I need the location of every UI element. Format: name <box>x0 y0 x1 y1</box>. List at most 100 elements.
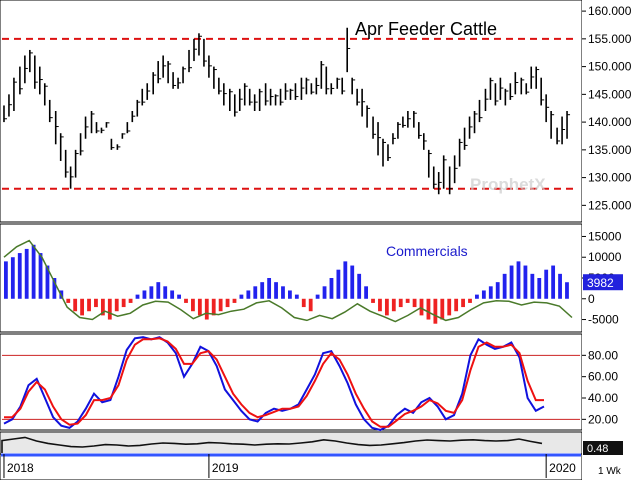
price-y-tick-label: 145.000 <box>588 87 632 101</box>
commercials-bar <box>426 298 431 320</box>
commercials-bar <box>38 253 43 299</box>
commercials-bar <box>281 286 285 299</box>
commercials-bar <box>156 282 161 299</box>
commercials-bar <box>488 286 493 299</box>
commercials-bar <box>495 282 500 299</box>
commercials-bar <box>225 298 230 308</box>
commercials-bar <box>274 282 278 299</box>
commercials-bar <box>301 298 306 308</box>
commercials-bar <box>260 282 265 299</box>
commercials-bar <box>121 298 126 308</box>
commercials-bar <box>343 261 348 299</box>
commercials-bar <box>288 290 292 299</box>
commercials-bar <box>94 298 98 308</box>
commercials-bar <box>523 265 528 299</box>
time-axis-label: 2018 <box>7 461 34 475</box>
commercials-bar <box>468 298 472 303</box>
price-y-tick-label: 125.000 <box>588 198 632 212</box>
period-label: 1 Wk <box>598 466 622 477</box>
commercials-bar <box>114 298 119 312</box>
y-axis-strip <box>582 0 640 480</box>
commercials-bar <box>537 278 542 299</box>
commercials-bar <box>481 290 486 299</box>
volatility-value-box <box>583 441 623 455</box>
cot-panel-frame <box>0 223 583 333</box>
commercials-bar <box>191 298 195 312</box>
commercials-title: Commercials <box>386 243 468 259</box>
commercials-bar <box>197 298 202 316</box>
commercials-bar <box>177 294 181 299</box>
price-chart-title: Apr Feeder Cattle <box>355 19 497 39</box>
commercials-bar <box>4 261 8 299</box>
commercials-bar <box>135 294 140 299</box>
volatility-value-label: 0.48 <box>587 443 608 455</box>
commercials-bar <box>433 298 438 324</box>
commercials-bar <box>551 265 556 299</box>
commercials-bar <box>440 298 445 320</box>
time-axis-label: 2019 <box>212 461 239 475</box>
commercials-bar <box>100 298 105 316</box>
commercials-bar <box>544 269 549 299</box>
commercials-bar <box>329 278 334 299</box>
commercials-bar <box>184 298 188 303</box>
commercials-bar <box>80 298 85 316</box>
commercials-bar <box>66 298 71 303</box>
commercials-bar <box>565 282 569 299</box>
commercials-bar <box>142 290 147 299</box>
commercials-bar <box>10 257 15 299</box>
commercials-bar <box>211 298 216 316</box>
commercials-net-line <box>3 239 573 323</box>
commercials-bar <box>253 286 258 299</box>
commercials-bar <box>454 298 459 312</box>
commercials-bar <box>371 298 375 303</box>
commercials-bar <box>128 298 133 303</box>
commercials-bar <box>509 265 514 299</box>
commercials-bar <box>322 286 327 299</box>
commercials-bar <box>384 298 389 316</box>
time-axis-frame <box>0 453 583 481</box>
commercials-bar <box>204 298 209 320</box>
commercials-bar <box>530 273 535 299</box>
commercials-bar <box>170 290 175 299</box>
volatility-line <box>1 436 543 453</box>
commercials-bar <box>87 298 91 312</box>
commercials-bar <box>267 278 272 299</box>
price-y-tick-label: 140.000 <box>588 115 632 129</box>
commercials-value-label: 3982 <box>587 276 614 290</box>
price-y-tick-label: 135.000 <box>588 143 632 157</box>
commercials-y-tick-label: 0 <box>588 292 595 306</box>
commercials-value-box <box>583 274 623 291</box>
commercials-bar <box>461 298 465 308</box>
commercials-y-tick-label: -5000 <box>588 313 619 327</box>
commercials-bar <box>357 273 362 299</box>
time-axis: 2018 2019 2020 <box>1 453 581 478</box>
stochastic-y-tick-label: 80.00 <box>588 348 618 362</box>
prophetx-watermark: ProphetX <box>470 175 546 194</box>
commercials-bar <box>475 294 479 299</box>
commercials-bar <box>52 278 57 299</box>
commercials-y-tick-label: 15000 <box>588 229 622 243</box>
commercials-bar <box>447 298 452 316</box>
commercials-bar <box>502 273 507 299</box>
stochastic-y-tick-label: 40.00 <box>588 391 618 405</box>
commercials-bar <box>232 298 237 303</box>
stochastic-panel-frame <box>0 333 583 431</box>
commercials-bar <box>405 298 410 303</box>
commercials-bar <box>558 273 562 299</box>
commercials-bar <box>398 298 403 308</box>
time-axis-label: 2020 <box>549 461 576 475</box>
volatility-panel: 0.48 <box>1 433 623 455</box>
price-y-tick-label: 155.000 <box>588 32 632 46</box>
commercials-bar <box>412 298 417 308</box>
commercials-bar <box>350 265 355 299</box>
commercials-bar <box>45 265 50 299</box>
commercials-bar <box>391 298 396 312</box>
commercials-bar <box>149 286 154 299</box>
price-y-tick-label: 160.000 <box>588 4 632 18</box>
commercials-bar <box>308 298 313 312</box>
commercials-bar <box>17 253 22 299</box>
stochastic-y-tick-label: 20.00 <box>588 412 618 426</box>
